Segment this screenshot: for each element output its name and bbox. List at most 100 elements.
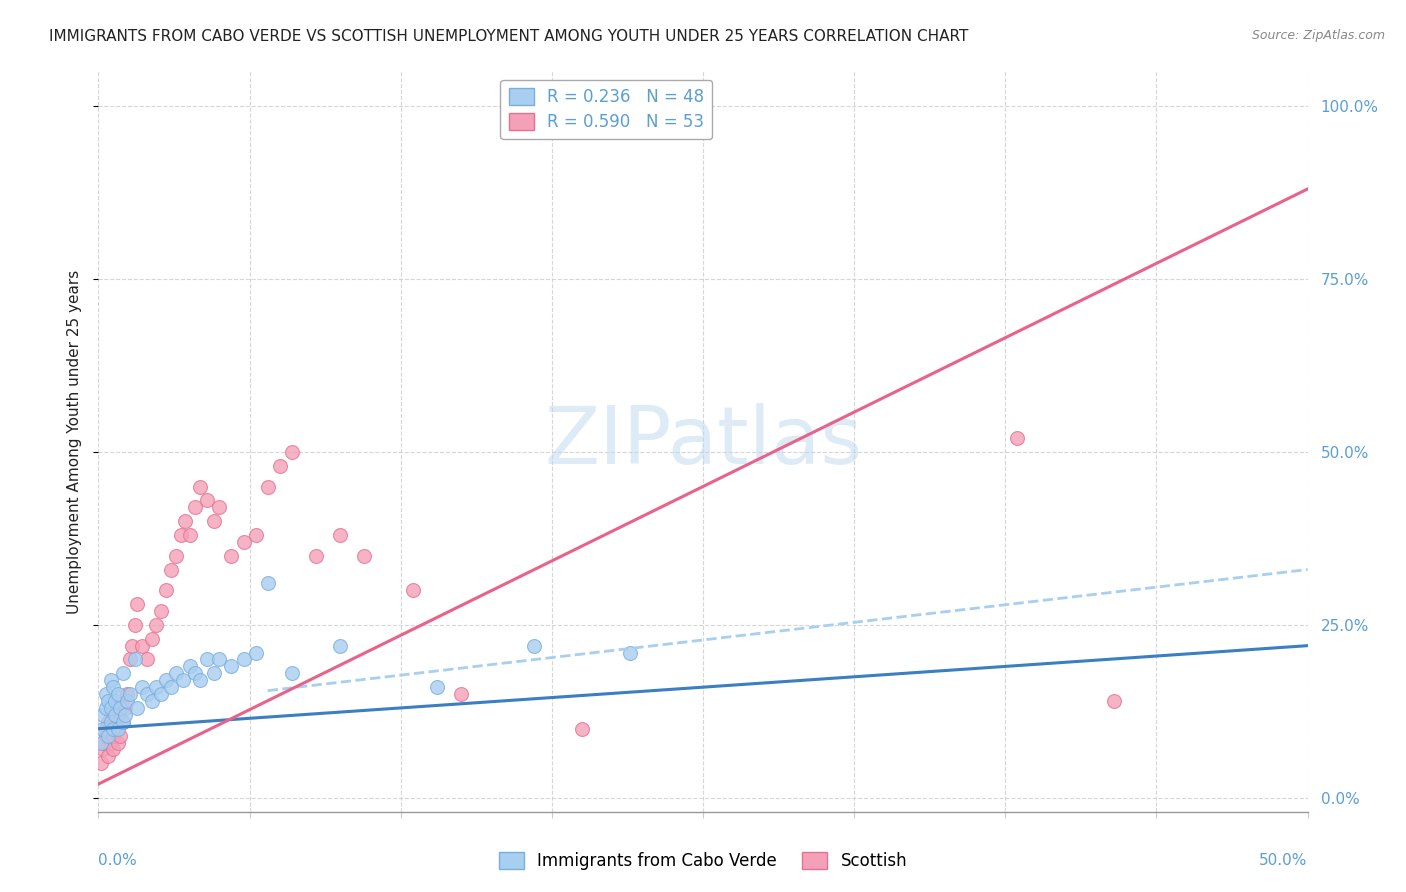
Point — [145, 618, 167, 632]
Point — [131, 680, 153, 694]
Point — [127, 701, 149, 715]
Point — [245, 646, 267, 660]
Point — [150, 687, 173, 701]
Point — [571, 722, 593, 736]
Point — [208, 500, 231, 515]
Point — [450, 687, 472, 701]
Point — [117, 687, 139, 701]
Point — [97, 749, 120, 764]
Point — [104, 694, 127, 708]
Point — [117, 694, 139, 708]
Point — [100, 735, 122, 749]
Point — [155, 673, 177, 688]
Point — [141, 694, 163, 708]
Point — [111, 666, 134, 681]
Point — [232, 652, 254, 666]
Point — [111, 714, 134, 729]
Point — [269, 458, 291, 473]
Point — [94, 687, 117, 701]
Text: 50.0%: 50.0% — [1260, 854, 1308, 869]
Point — [127, 597, 149, 611]
Point — [155, 583, 177, 598]
Point — [107, 722, 129, 736]
Point — [141, 632, 163, 646]
Point — [221, 549, 243, 563]
Point — [150, 604, 173, 618]
Point — [256, 479, 278, 493]
Point — [179, 528, 201, 542]
Point — [124, 618, 146, 632]
Point — [100, 714, 122, 729]
Text: Source: ZipAtlas.com: Source: ZipAtlas.com — [1251, 29, 1385, 42]
Point — [101, 729, 124, 743]
Point — [208, 652, 231, 666]
Point — [281, 666, 304, 681]
Point — [101, 742, 124, 756]
Point — [118, 652, 141, 666]
Point — [221, 659, 243, 673]
Point — [523, 639, 546, 653]
Point — [94, 701, 117, 715]
Point — [619, 646, 641, 660]
Point — [426, 680, 449, 694]
Point — [165, 666, 187, 681]
Point — [101, 680, 124, 694]
Point — [329, 528, 352, 542]
Point — [172, 673, 194, 688]
Point — [281, 445, 304, 459]
Text: ZIPatlas: ZIPatlas — [544, 402, 862, 481]
Point — [184, 666, 207, 681]
Legend: R = 0.236   N = 48, R = 0.590   N = 53: R = 0.236 N = 48, R = 0.590 N = 53 — [501, 79, 713, 139]
Point — [1102, 694, 1125, 708]
Point — [160, 680, 183, 694]
Point — [90, 756, 112, 771]
Point — [100, 701, 122, 715]
Point — [204, 514, 226, 528]
Point — [94, 729, 117, 743]
Point — [169, 528, 191, 542]
Point — [131, 639, 153, 653]
Point — [165, 549, 187, 563]
Point — [101, 722, 124, 736]
Point — [402, 583, 425, 598]
Point — [188, 673, 211, 688]
Text: 0.0%: 0.0% — [98, 854, 138, 869]
Point — [97, 694, 120, 708]
Point — [97, 714, 120, 729]
Point — [90, 735, 112, 749]
Point — [97, 729, 120, 743]
Point — [135, 687, 157, 701]
Y-axis label: Unemployment Among Youth under 25 years: Unemployment Among Youth under 25 years — [67, 269, 83, 614]
Point — [91, 722, 114, 736]
Point — [107, 687, 129, 701]
Point — [104, 722, 127, 736]
Point — [1007, 431, 1029, 445]
Point — [245, 528, 267, 542]
Point — [108, 729, 131, 743]
Point — [111, 714, 134, 729]
Point — [108, 701, 131, 715]
Point — [145, 680, 167, 694]
Point — [353, 549, 375, 563]
Point — [107, 735, 129, 749]
Point — [91, 742, 114, 756]
Point — [91, 735, 114, 749]
Point — [114, 701, 136, 715]
Point — [204, 666, 226, 681]
Point — [118, 687, 141, 701]
Point — [100, 673, 122, 688]
Point — [256, 576, 278, 591]
Point — [195, 493, 218, 508]
Text: IMMIGRANTS FROM CABO VERDE VS SCOTTISH UNEMPLOYMENT AMONG YOUTH UNDER 25 YEARS C: IMMIGRANTS FROM CABO VERDE VS SCOTTISH U… — [49, 29, 969, 44]
Point — [329, 639, 352, 653]
Point — [100, 707, 122, 722]
Point — [91, 707, 114, 722]
Point — [179, 659, 201, 673]
Point — [160, 563, 183, 577]
Point — [184, 500, 207, 515]
Point — [104, 701, 127, 715]
Point — [195, 652, 218, 666]
Point — [94, 722, 117, 736]
Point — [232, 534, 254, 549]
Point — [121, 639, 143, 653]
